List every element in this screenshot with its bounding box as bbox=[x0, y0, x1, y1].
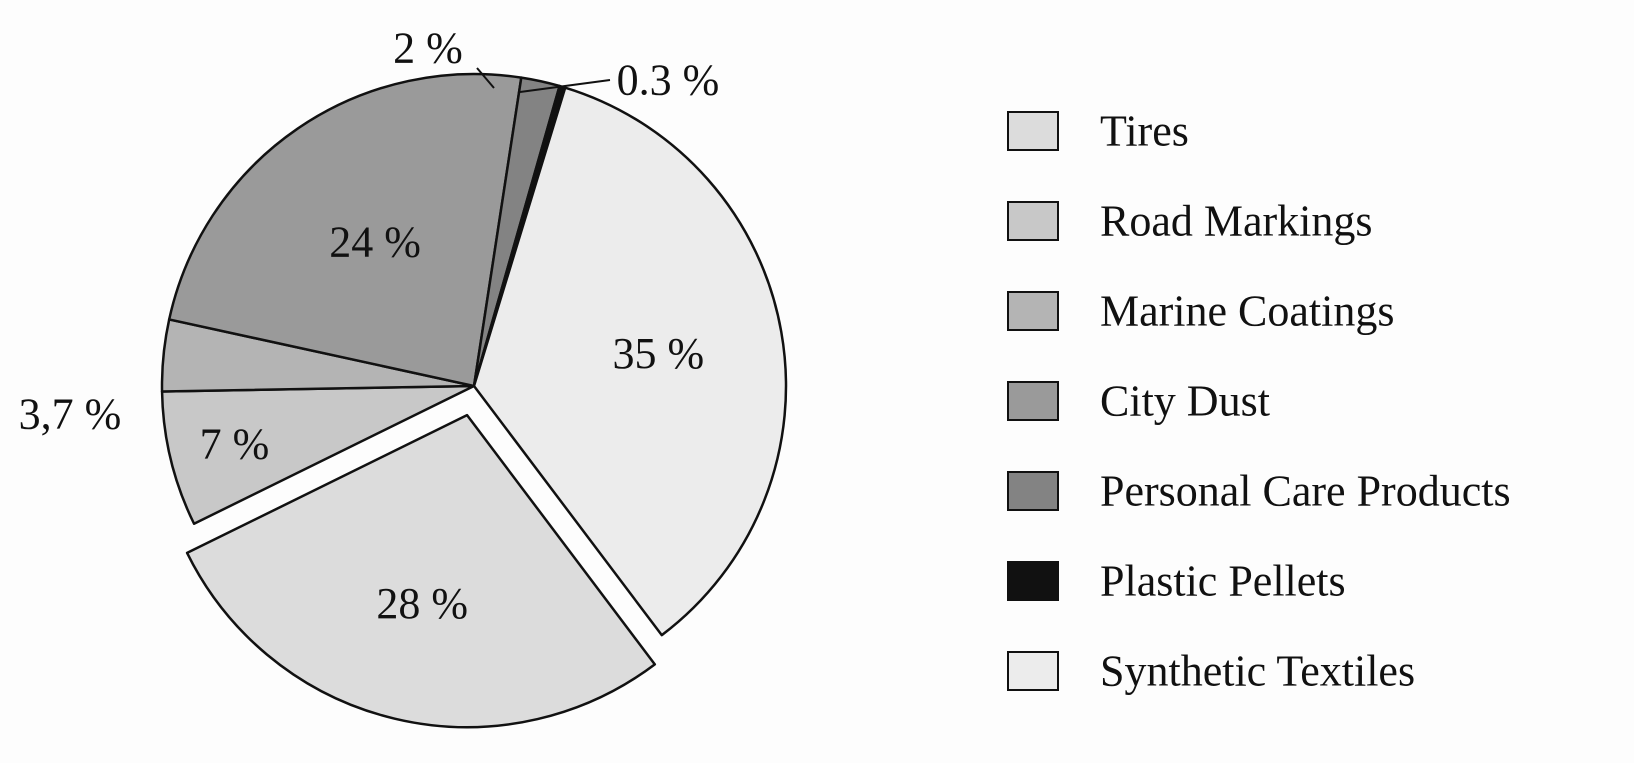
slice-label-city-dust: 24 % bbox=[329, 217, 421, 266]
legend-label-plastic-pellets: Plastic Pellets bbox=[1100, 557, 1346, 606]
legend-label-synthetic-textiles: Synthetic Textiles bbox=[1100, 647, 1415, 696]
pie-slice-road-markings bbox=[160, 384, 476, 525]
legend-label-personal-care-products: Personal Care Products bbox=[1100, 467, 1511, 516]
legend-swatch-city-dust bbox=[1007, 381, 1059, 421]
legend-label-road-markings: Road Markings bbox=[1100, 197, 1373, 246]
legend-swatch-marine-coatings bbox=[1007, 291, 1059, 331]
slice-label-personal-care-products: 2 % bbox=[393, 24, 463, 73]
slice-label-synthetic-textiles: 35 % bbox=[613, 329, 705, 378]
legend-item-plastic-pellets: Plastic Pellets bbox=[1007, 557, 1346, 606]
legend-label-marine-coatings: Marine Coatings bbox=[1100, 287, 1395, 336]
legend-label-tires: Tires bbox=[1100, 107, 1189, 156]
legend-item-marine-coatings: Marine Coatings bbox=[1007, 287, 1395, 336]
legend-swatch-synthetic-textiles bbox=[1007, 651, 1059, 691]
legend-item-road-markings: Road Markings bbox=[1007, 197, 1373, 246]
legend-swatch-plastic-pellets bbox=[1007, 561, 1059, 601]
legend: Tires Road Markings Marine Coatings City Du… bbox=[1007, 107, 1511, 696]
slice-labels-layer: 28 % 7 % 3,7 % 24 % 2 % 0.3 % 35 % bbox=[19, 24, 720, 628]
leader-line-plastic-pellets bbox=[519, 79, 611, 93]
pie-slice-city-dust bbox=[167, 72, 523, 388]
slice-label-road-markings: 7 % bbox=[200, 419, 270, 468]
slice-label-marine-coatings: 3,7 % bbox=[19, 390, 122, 439]
legend-swatch-road-markings bbox=[1007, 201, 1059, 241]
pie-slice-synthetic-textiles bbox=[472, 86, 788, 637]
legend-item-synthetic-textiles: Synthetic Textiles bbox=[1007, 647, 1415, 696]
slices-layer bbox=[160, 72, 788, 729]
legend-item-personal-care-products: Personal Care Products bbox=[1007, 467, 1511, 516]
legend-swatch-tires bbox=[1007, 111, 1059, 151]
legend-label-city-dust: City Dust bbox=[1100, 377, 1270, 426]
legend-item-tires: Tires bbox=[1007, 107, 1189, 156]
slice-label-plastic-pellets: 0.3 % bbox=[617, 56, 720, 105]
pie-slice-tires bbox=[185, 413, 657, 729]
slice-label-tires: 28 % bbox=[376, 579, 468, 628]
legend-swatch-personal-care-products bbox=[1007, 471, 1059, 511]
leader-line-personal-care-products bbox=[476, 67, 495, 89]
legend-item-city-dust: City Dust bbox=[1007, 377, 1270, 426]
